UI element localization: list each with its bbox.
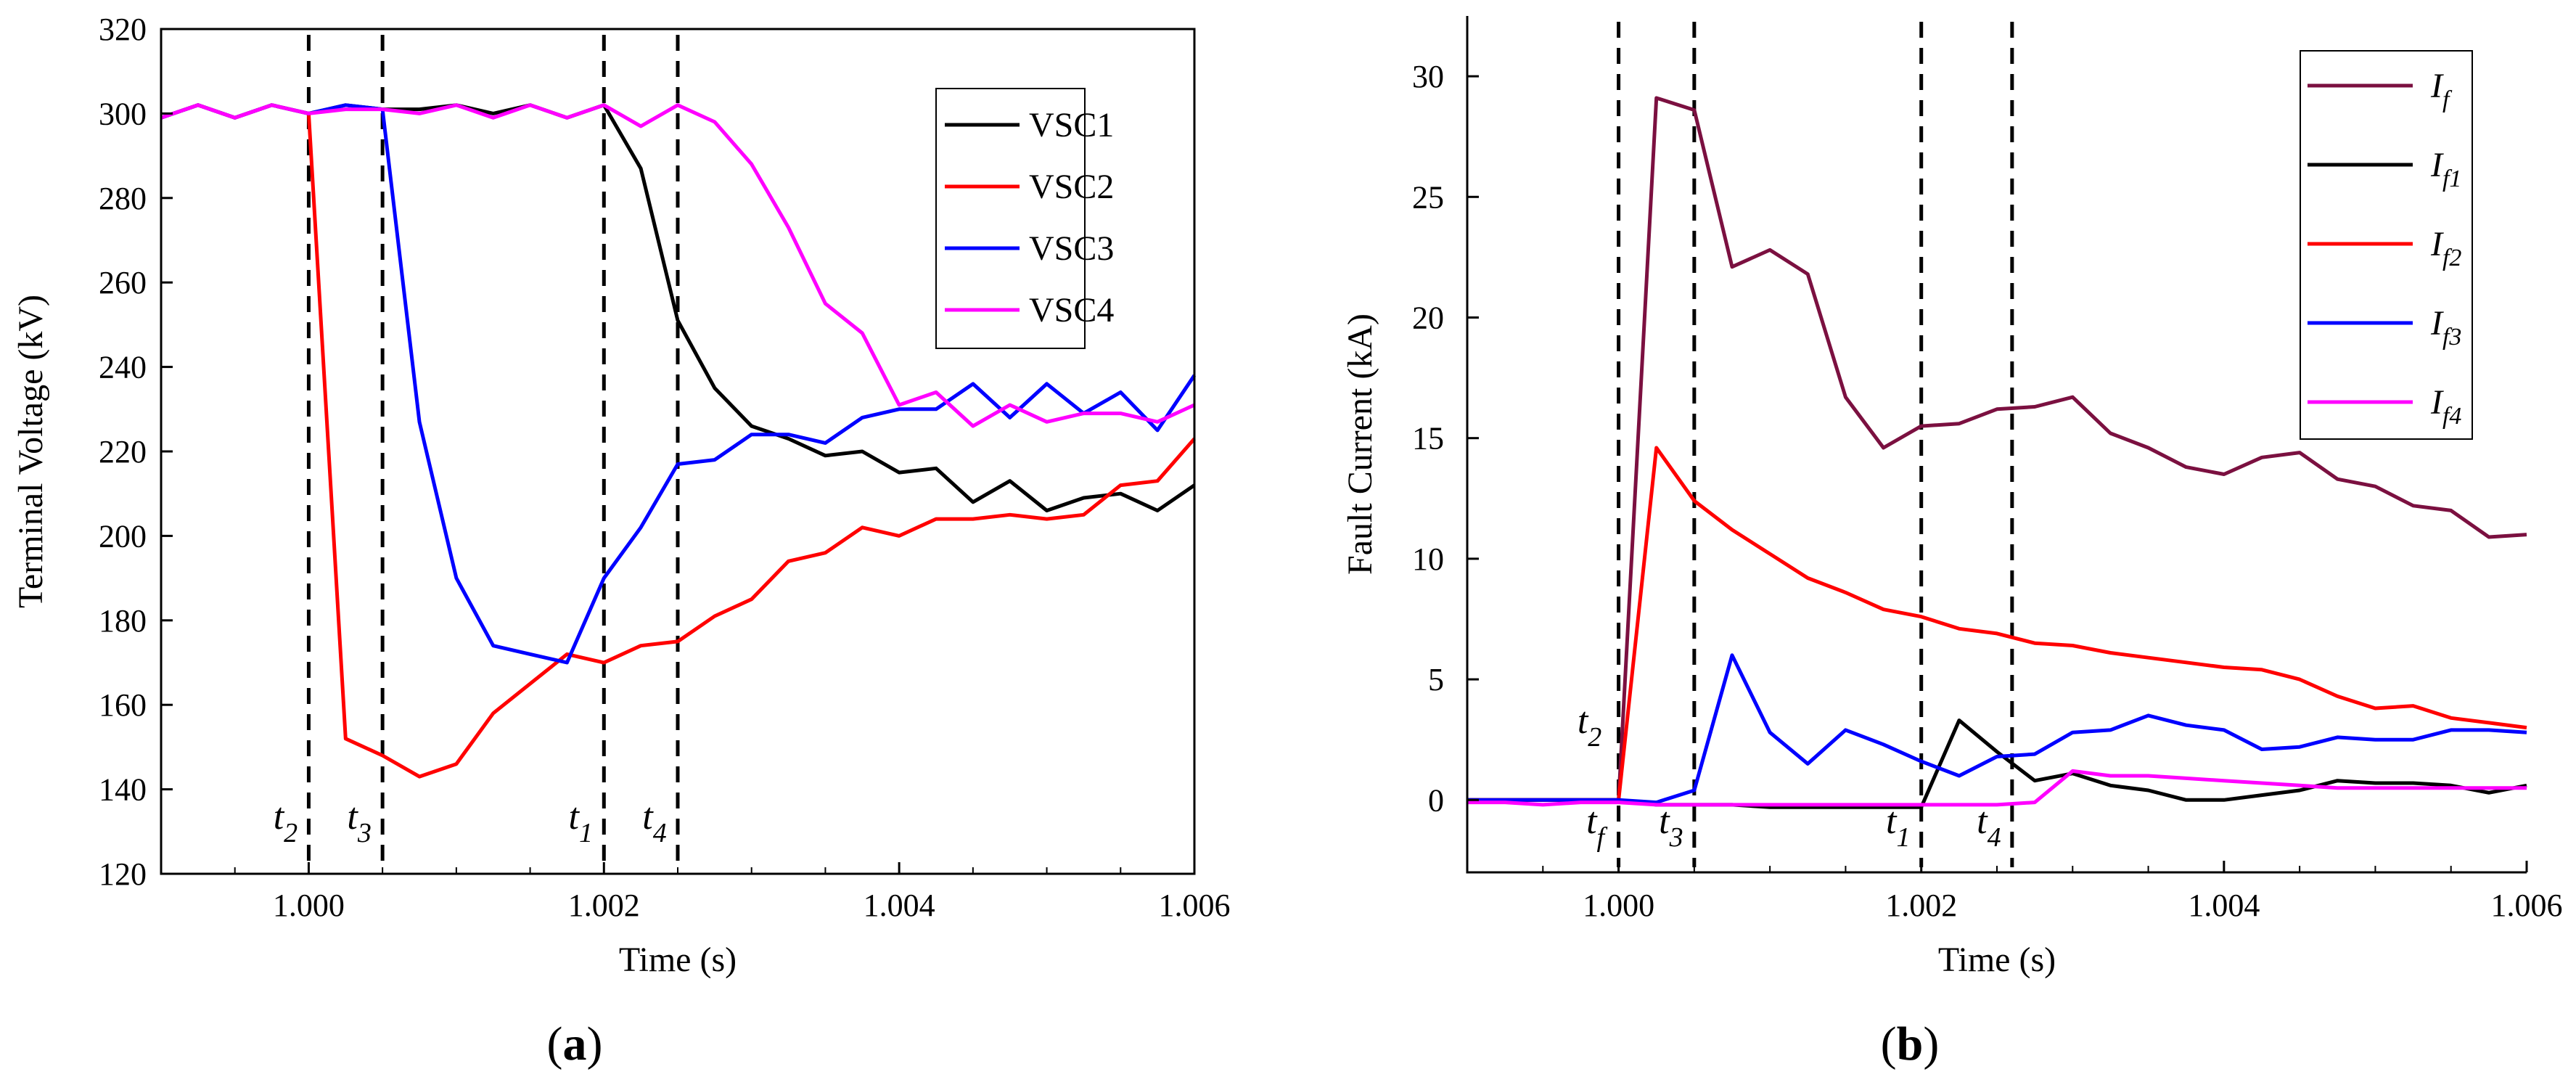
panel-a-x-tick-label: 1.000 xyxy=(273,888,345,923)
panel-a-y-tick-label: 300 xyxy=(99,96,147,131)
panel-b-series-if-line xyxy=(1467,96,2527,802)
panel-b-series-if3-line xyxy=(1467,653,2527,805)
panel-b-y-tick-label: 15 xyxy=(1412,421,1444,456)
panel-b-y-tick-label: 25 xyxy=(1412,179,1444,215)
panel-b: 1.000 1.002 1.004 1.006 0 5 10 15 20 25 30 Time (s… xyxy=(1341,16,2563,1070)
panel-a-y-tick-label: 220 xyxy=(99,434,147,470)
panel-a-event-label-1: t2 xyxy=(274,796,298,848)
panel-b-series-if2-line xyxy=(1467,446,2527,802)
panel-a-label-close: ) xyxy=(587,1017,603,1070)
panel-a-y-tick-label: 240 xyxy=(99,350,147,385)
panel-a-event-label-4: t4 xyxy=(642,796,666,848)
panel-b-y-tick-label: 10 xyxy=(1412,541,1444,577)
panel-a-y-tick-label: 140 xyxy=(99,772,147,808)
panel-a-legend-label-vsc4: VSC4 xyxy=(1029,291,1114,329)
panel-b-event-label-2: t3 xyxy=(1659,800,1683,853)
panel-a-label-open: ( xyxy=(547,1017,563,1070)
panel-a-series-group xyxy=(160,103,1197,779)
panel-b-x-tick-label: 1.000 xyxy=(1583,888,1654,923)
panel-a-y-tick-label: 160 xyxy=(99,687,147,723)
panel-b-y-tick-label: 20 xyxy=(1412,300,1444,335)
panel-b-ticks: 1.000 1.002 1.004 1.006 0 5 10 15 20 25 30 xyxy=(1412,59,2563,923)
panel-b-legend-label-if1: If1 xyxy=(2430,146,2461,192)
panel-a-y-tick-label: 260 xyxy=(99,265,147,300)
panel-a-label: (a) xyxy=(547,1017,603,1070)
panel-b-event-lines xyxy=(1617,22,2014,867)
panel-a-y-tick-label: 120 xyxy=(99,856,147,892)
panel-a-event-label-3: t1 xyxy=(569,796,593,848)
panel-a-legend-label-vsc2: VSC2 xyxy=(1029,168,1114,206)
panel-a-label-letter: a xyxy=(563,1017,587,1070)
panel-b-x-tick-label: 1.002 xyxy=(1885,888,1957,923)
panel-a-y-tick-label: 200 xyxy=(99,518,147,554)
panel-b-label: (b) xyxy=(1881,1017,1940,1070)
panel-a-y-axis-title: Terminal Voltage (kV) xyxy=(12,295,50,608)
panel-b-label-open: ( xyxy=(1881,1017,1897,1070)
panel-a-x-tick-label: 1.006 xyxy=(1159,888,1231,923)
panel-b-legend-label-if3: If3 xyxy=(2430,304,2461,351)
panel-b-x-tick-label: 1.004 xyxy=(2188,888,2260,923)
panel-a-series-vsc4-line xyxy=(160,103,1196,428)
panel-b-event-label-3: t1 xyxy=(1886,800,1910,853)
panel-a-legend-label-vsc3: VSC3 xyxy=(1029,229,1114,268)
panel-b-y-axis-title: Fault Current (kA) xyxy=(1341,314,1379,575)
panel-a-x-axis-title: Time (s) xyxy=(619,941,737,979)
panel-a-event-lines xyxy=(306,35,680,865)
panel-a-y-tick-label: 180 xyxy=(99,603,147,639)
panel-b-series-group xyxy=(1467,96,2527,809)
panel-a-legend-label-vsc1: VSC1 xyxy=(1029,106,1114,144)
panel-a-y-tick-label: 280 xyxy=(99,181,147,216)
panel-a-x-tick-label: 1.002 xyxy=(568,888,640,923)
panel-a-ticks: 1.000 1.002 1.004 1.006 120 140 160 180 200 220 24… xyxy=(99,12,1231,923)
panel-a-series-vsc2-line xyxy=(160,103,1196,779)
panel-b-y-tick-label: 5 xyxy=(1428,662,1444,697)
panel-b-label-letter: b xyxy=(1897,1017,1924,1070)
panel-b-legend-label-if2: If2 xyxy=(2430,225,2461,271)
panel-a-event-labels: t2 t3 t1 t4 xyxy=(274,796,667,848)
panel-a-y-tick-label: 320 xyxy=(99,12,147,47)
panel-a-event-label-2: t3 xyxy=(347,796,371,848)
panel-b-legend-label-if4: If4 xyxy=(2430,383,2461,430)
panel-b-event-label-4: t4 xyxy=(1977,800,2001,853)
panel-b-x-tick-label: 1.006 xyxy=(2491,888,2563,923)
panel-a-legend-entries: VSC1 VSC2 VSC3 VSC4 xyxy=(945,106,1114,329)
panel-b-series-if4-line xyxy=(1467,769,2527,807)
panel-a-series-vsc3-line xyxy=(160,103,1197,665)
panel-a-legend: VSC1 VSC2 VSC3 VSC4 xyxy=(935,88,1114,349)
panel-a: 1.000 1.002 1.004 1.006 120 140 160 180 200 220 24… xyxy=(12,12,1231,1070)
panel-b-x-axis-title: Time (s) xyxy=(1938,941,2056,979)
panel-a-legend-box xyxy=(935,88,1086,349)
panel-b-y-tick-label: 30 xyxy=(1412,59,1444,94)
panel-b-event-label-extra: t2 xyxy=(1578,700,1601,753)
panel-b-label-close: ) xyxy=(1923,1017,1939,1070)
panel-b-y-tick-label: 0 xyxy=(1428,782,1444,818)
panel-a-x-tick-label: 1.004 xyxy=(864,888,935,923)
